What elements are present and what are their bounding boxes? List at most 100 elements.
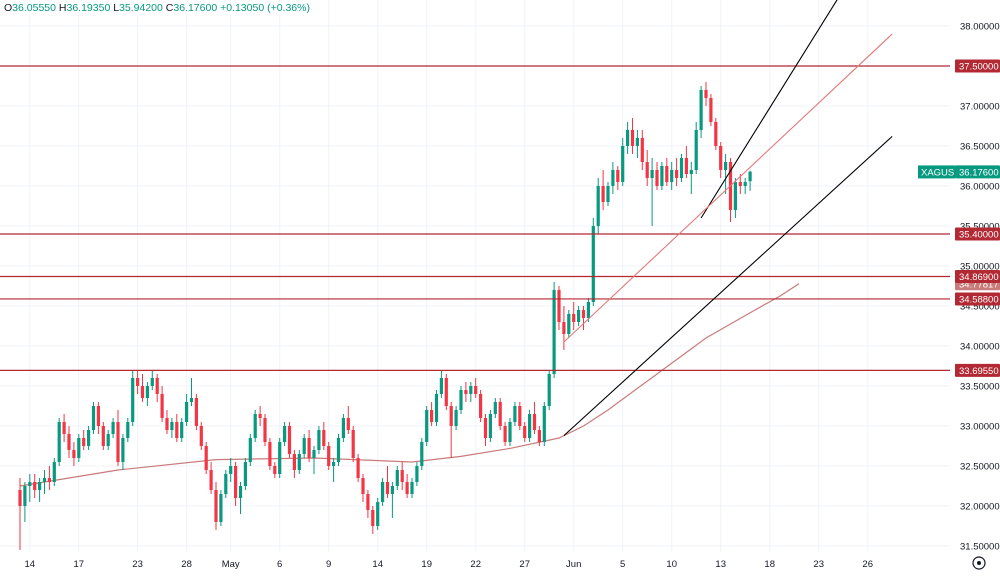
candle-body <box>341 418 345 438</box>
candle-body <box>748 171 752 182</box>
candle-body <box>278 442 282 474</box>
candle-body <box>567 314 571 334</box>
candle-body <box>483 418 488 438</box>
candle-body <box>87 430 91 446</box>
candle-body <box>430 410 434 422</box>
candle-body <box>42 478 47 482</box>
candle-body <box>302 438 306 454</box>
candle-body <box>72 450 76 458</box>
candle-body <box>586 302 590 318</box>
candle-body <box>679 158 684 178</box>
y-axis-ticks: 38.00000 37.00000 36.50000 36.00000 35.50000… <box>960 22 1000 553</box>
candle-body <box>204 446 208 470</box>
candle-body <box>547 374 551 406</box>
candle-body <box>469 386 473 394</box>
level-badge-bg <box>955 269 1000 283</box>
time-axis[interactable] <box>0 552 950 576</box>
candle-body <box>709 98 713 122</box>
candle-body <box>577 310 581 322</box>
level-badge: 35.40000 <box>959 230 999 241</box>
candle-body <box>405 482 409 494</box>
candle-body <box>234 466 238 498</box>
candle-body <box>366 494 370 510</box>
candle-body <box>82 438 86 446</box>
candle-body <box>180 422 184 438</box>
candle-body <box>498 402 502 426</box>
level-badge: 34.86900 <box>959 272 999 283</box>
x-tick-label: 17 <box>74 559 85 570</box>
x-tick-label: 19 <box>421 559 432 570</box>
candle-body <box>459 390 463 410</box>
candle-body <box>317 430 321 450</box>
candle-body <box>356 458 360 478</box>
candle-body <box>552 290 556 374</box>
candle-body <box>140 386 145 398</box>
candle-body <box>189 398 194 402</box>
candle-body <box>621 146 625 182</box>
candle-body <box>194 398 198 426</box>
candle-body <box>214 490 218 522</box>
level-badge-bg <box>955 292 1000 306</box>
candle-body <box>121 438 125 462</box>
candle-body <box>400 470 404 482</box>
y-tick-label: 35.50000 <box>960 222 1000 233</box>
candle-body <box>743 182 747 186</box>
candle-body <box>464 390 468 394</box>
candle-body <box>371 510 375 526</box>
candle-body <box>415 466 419 482</box>
chart-settings-button[interactable] <box>972 556 986 570</box>
candle-body <box>410 482 414 494</box>
candle-body <box>224 474 228 494</box>
candle-body <box>160 394 164 418</box>
candle-body <box>537 430 541 442</box>
candle-body <box>283 426 287 442</box>
x-tick-label: 23 <box>132 559 143 570</box>
candle-body <box>655 170 659 186</box>
candle-body <box>229 466 233 474</box>
low-label: L <box>113 2 120 14</box>
x-tick-label: 28 <box>181 559 192 570</box>
candle-body <box>557 290 561 322</box>
close-value: 36.17600 <box>173 2 218 14</box>
horizontal-levels[interactable] <box>0 65 954 371</box>
candle-body <box>719 146 723 170</box>
candle-body <box>185 402 189 422</box>
last-price-badge: 36.17600 <box>959 167 999 178</box>
candle-body <box>724 162 728 170</box>
candle-body <box>106 434 110 446</box>
candle-body <box>199 426 203 446</box>
candle-body <box>23 486 27 506</box>
candle-body <box>474 386 478 394</box>
y-tick-label: 35.00000 <box>960 262 1000 273</box>
candle-body <box>542 406 546 442</box>
channel-mid-line <box>563 33 893 343</box>
candle-body <box>694 130 698 170</box>
gear-icon[interactable] <box>972 556 986 570</box>
candle-body <box>297 454 301 470</box>
x-tick-label: 27 <box>519 559 530 570</box>
x-axis-ticks: 14 17 23 28 May 6 9 14 19 22 27 Jun 5 10 13 18 23 26 <box>25 559 873 570</box>
candle-body <box>738 182 742 186</box>
candle-body <box>155 378 159 394</box>
candle-body <box>376 502 380 526</box>
candle-body <box>268 442 272 466</box>
candle-body <box>479 394 483 418</box>
x-tick-label: May <box>222 559 240 570</box>
moving-average <box>19 283 800 487</box>
candle-body <box>253 414 257 438</box>
candle-body <box>116 422 120 462</box>
trend-channel[interactable] <box>563 0 893 437</box>
low-value: 35.94200 <box>119 2 163 14</box>
candle-body <box>684 158 688 174</box>
y-tick-label: 32.00000 <box>960 502 1000 513</box>
level-badge-bg <box>955 363 1000 377</box>
high-label: H <box>58 2 67 14</box>
candle-body <box>454 410 458 426</box>
candle-body <box>640 138 644 162</box>
candle-body <box>136 378 140 386</box>
candle-body <box>420 442 424 466</box>
candle-body <box>33 482 37 490</box>
x-tick-label: 22 <box>470 559 481 570</box>
